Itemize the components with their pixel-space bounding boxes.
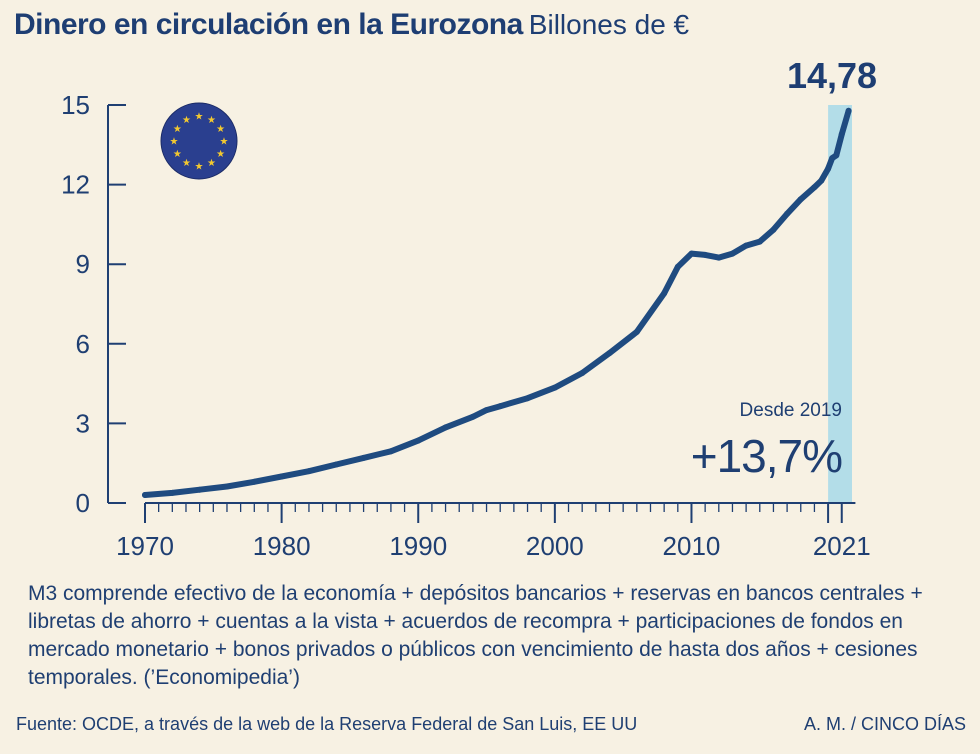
eu-star-icon: ★ <box>207 158 216 169</box>
chart-unit: Billones de € <box>528 9 690 40</box>
x-tick-label: 1980 <box>253 531 311 561</box>
footer: Fuente: OCDE, a través de la web de la R… <box>16 714 966 735</box>
data-point <box>756 238 763 245</box>
x-tick-label: 2000 <box>526 531 584 561</box>
x-tick-label: 1970 <box>116 531 174 561</box>
data-points <box>142 107 852 499</box>
data-point <box>784 210 791 217</box>
data-point <box>606 350 613 357</box>
y-tick-label: 15 <box>61 90 90 120</box>
data-point <box>278 473 285 480</box>
data-point <box>661 290 668 297</box>
eu-star-icon: ★ <box>216 149 225 160</box>
data-point <box>743 242 750 249</box>
eu-star-icon: ★ <box>195 162 204 173</box>
y-tick-label: 0 <box>76 488 90 518</box>
x-tick-label: 1990 <box>389 531 447 561</box>
data-point <box>387 448 394 455</box>
y-tick-label: 12 <box>61 170 90 200</box>
eu-star-icon: ★ <box>182 115 191 126</box>
eu-star-icon: ★ <box>220 137 229 148</box>
title-row: Dinero en circulación en la Eurozona Bill… <box>14 8 689 42</box>
x-ticks <box>144 503 843 523</box>
data-point <box>415 437 422 444</box>
data-point <box>702 251 709 258</box>
methodology-note: M3 comprende efectivo de la economía + d… <box>28 582 923 689</box>
y-tick-label: 9 <box>76 249 90 279</box>
data-point <box>469 413 476 420</box>
data-point <box>811 184 818 191</box>
series-line-m3 <box>142 107 852 498</box>
data-point <box>305 468 312 475</box>
eu-star-icon: ★ <box>207 115 216 126</box>
y-tick-label: 6 <box>76 329 90 359</box>
data-point <box>223 483 230 490</box>
data-point <box>715 254 722 261</box>
chart-title: Dinero en circulación en la Eurozona <box>14 8 523 41</box>
data-point <box>497 403 504 410</box>
data-point <box>524 395 531 402</box>
x-labels: 1970 1980 1990 2000 2010 2021 <box>116 531 871 561</box>
data-point <box>483 407 490 414</box>
eu-star-icon: ★ <box>216 124 225 135</box>
since-2019-label: Desde 2019 <box>740 400 842 421</box>
x-tick-label: 2010 <box>663 531 721 561</box>
last-value-label: 14,78 <box>787 55 877 96</box>
data-point <box>442 424 449 431</box>
eu-star-icon: ★ <box>173 124 182 135</box>
y-tick-label: 3 <box>76 408 90 438</box>
data-point <box>797 196 804 203</box>
data-point <box>770 226 777 233</box>
since-2019-value: +13,7% <box>691 430 842 482</box>
data-point <box>845 107 852 114</box>
data-point <box>360 454 367 461</box>
source-text: Fuente: OCDE, a través de la web de la R… <box>16 714 638 734</box>
data-point <box>729 250 736 257</box>
data-point <box>333 461 340 468</box>
eu-star-icon: ★ <box>195 112 204 123</box>
y-ticks: 0 3 6 9 12 15 <box>61 90 126 518</box>
data-point <box>142 492 148 499</box>
eu-star-icon: ★ <box>170 137 179 148</box>
data-point <box>579 369 586 376</box>
data-point <box>833 152 840 159</box>
highlight-band <box>828 105 852 503</box>
data-point <box>688 250 695 257</box>
data-point <box>674 263 681 270</box>
data-point <box>633 328 640 335</box>
x-tick-label: 2021 <box>813 531 871 561</box>
data-point <box>551 384 558 391</box>
data-point <box>251 478 258 485</box>
data-point <box>825 165 832 172</box>
data-point <box>169 489 176 496</box>
data-point <box>838 131 845 138</box>
eu-star-icon: ★ <box>182 158 191 169</box>
eu-star-icon: ★ <box>173 149 182 160</box>
data-point <box>196 486 203 493</box>
data-point <box>818 177 825 184</box>
credit-text: A. M. / CINCO DÍAS <box>803 714 966 734</box>
eu-flag-icon: ★ ★★★★★★★★★★★ <box>160 102 238 180</box>
